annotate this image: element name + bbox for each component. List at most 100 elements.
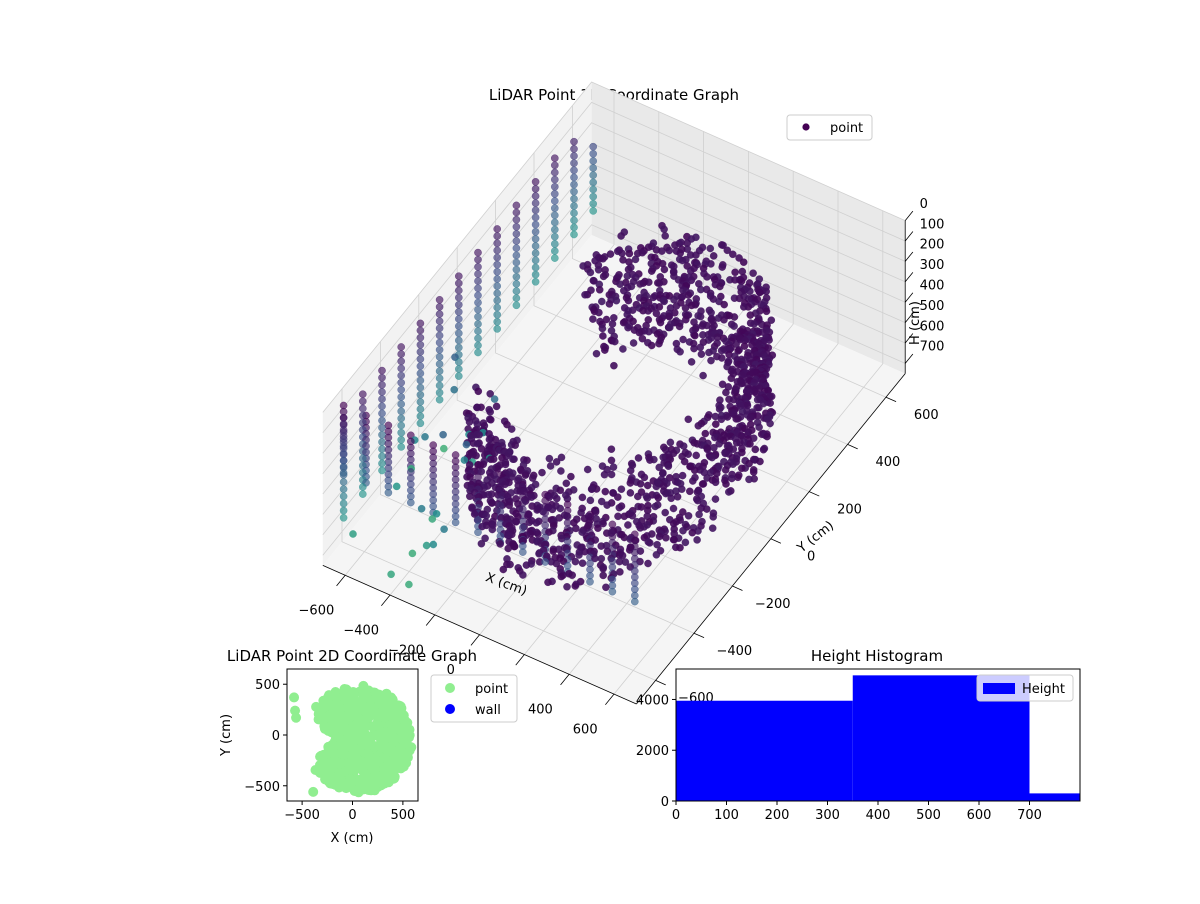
scatter-3d-legend-marker	[802, 123, 810, 131]
scatter-3d-point	[416, 348, 425, 356]
scatter-3d-point	[586, 268, 595, 277]
scatter-3d-point	[766, 419, 774, 428]
scatter-3d-point	[358, 483, 367, 491]
scatter-3d-point	[454, 286, 463, 295]
scatter-3d-point	[597, 542, 606, 550]
scatter-3d-point	[435, 310, 444, 318]
scatter-2d-point	[369, 785, 380, 796]
scatter-3d-point	[339, 499, 348, 508]
scatter-2d-point	[341, 766, 351, 777]
scatter-3d-point	[709, 252, 718, 260]
scatter-3d-point	[571, 557, 580, 566]
scatter-3d-point	[724, 488, 733, 496]
scatter-2d-point	[360, 768, 371, 779]
scatter-3d-point	[617, 232, 625, 240]
scatter-3d-point	[577, 508, 585, 517]
scatter-3d-point	[589, 185, 598, 194]
scatter-3d-points	[339, 137, 777, 606]
scatter-3d-point	[567, 472, 575, 481]
scatter-3d-xtick	[605, 693, 615, 705]
scatter-3d-xtick-label: −200	[388, 643, 424, 658]
scatter-3d-point	[745, 475, 753, 484]
scatter-3d-ztick	[904, 272, 914, 283]
scatter-2d-point	[344, 778, 355, 789]
scatter-3d-point	[435, 324, 444, 333]
scatter-3d-point	[618, 551, 627, 560]
scatter-3d-point	[490, 395, 499, 403]
scatter-3d-point	[472, 451, 480, 460]
scatter-3d-point	[512, 215, 521, 224]
scatter-3d-ztick	[904, 210, 914, 221]
scatter-3d-point	[378, 423, 386, 432]
scatter-3d-point	[378, 388, 386, 396]
scatter-2d-point	[404, 732, 414, 743]
scatter-2d-point	[389, 755, 400, 766]
scatter-3d-point	[597, 554, 606, 563]
scatter-3d-point	[507, 425, 516, 433]
scatter-3d-point	[570, 187, 578, 196]
scatter-3d-chart: LiDAR Point 3D Coordinate Graph −600−400…	[299, 81, 945, 738]
scatter-3d-point	[475, 430, 484, 439]
scatter-3d-point	[378, 445, 386, 453]
scatter-3d-point	[454, 322, 463, 331]
scatter-3d-point	[595, 285, 604, 294]
scatter-3d-point	[680, 457, 689, 466]
scatter-3d-point	[570, 137, 578, 146]
scatter-3d-point	[638, 334, 647, 343]
scatter-3d-point	[630, 597, 639, 606]
scatter-3d-point	[378, 438, 386, 446]
scatter-3d-point	[397, 378, 406, 387]
scatter-3d-point	[679, 526, 687, 535]
scatter-3d-point	[454, 343, 463, 352]
scatter-3d-point	[719, 241, 727, 250]
scatter-3d-point	[570, 209, 578, 217]
scatter-3d-point	[711, 495, 720, 503]
scatter-3d-point	[655, 532, 664, 541]
scatter-3d-ytick	[655, 680, 666, 686]
scatter-3d-point	[692, 251, 700, 259]
scatter-3d-point	[652, 309, 661, 318]
scatter-3d-point	[586, 496, 595, 505]
scatter-3d-point	[753, 403, 761, 412]
scatter-3d-point	[527, 493, 536, 502]
scatter-3d-point	[416, 333, 425, 342]
scatter-3d-ztick-label: 200	[920, 238, 945, 253]
scatter-2d-ytick-label: 0	[272, 729, 280, 744]
scatter-3d-point	[594, 524, 602, 533]
scatter-3d-point	[378, 409, 386, 418]
scatter-3d-point	[474, 263, 482, 271]
scatter-3d-point	[473, 439, 482, 448]
scatter-3d-legend-box	[786, 114, 873, 141]
scatter-2d-point	[347, 732, 358, 743]
scatter-3d-ytick-label: 200	[837, 502, 862, 517]
scatter-3d-ytick-label: 0	[807, 550, 815, 565]
scatter-3d-point	[556, 504, 565, 513]
scatter-3d-point	[460, 456, 469, 464]
scatter-3d-point	[637, 503, 646, 511]
scatter-3d-point	[570, 216, 578, 225]
scatter-3d-point	[552, 458, 561, 466]
scatter-3d-point	[623, 272, 632, 280]
scatter-3d-point	[397, 385, 406, 394]
scatter-3d-point	[416, 362, 425, 371]
scatter-3d-point	[544, 578, 552, 587]
scatter-3d-point	[594, 265, 603, 274]
scatter-3d-point	[763, 432, 771, 441]
scatter-3d-point	[531, 192, 540, 200]
scatter-3d-point	[568, 571, 577, 580]
scatter-2d-legend: point wall	[430, 674, 518, 723]
scatter-2d-point	[366, 702, 377, 713]
scatter-3d-point	[397, 393, 406, 401]
scatter-3d-point	[690, 466, 699, 475]
scatter-3d-xtick-label: 400	[528, 703, 553, 718]
scatter-2d-xtick-label: 500	[390, 808, 415, 823]
scatter-3d-point	[762, 287, 771, 296]
scatter-3d-point	[528, 474, 537, 482]
scatter-3d-point	[695, 510, 703, 519]
scatter-2d-point	[322, 722, 332, 733]
scatter-3d-point	[512, 230, 521, 238]
histogram-bar	[1029, 793, 1080, 801]
scatter-3d-point	[684, 511, 693, 520]
scatter-3d-point	[339, 485, 348, 494]
scatter-3d-point	[531, 213, 540, 222]
